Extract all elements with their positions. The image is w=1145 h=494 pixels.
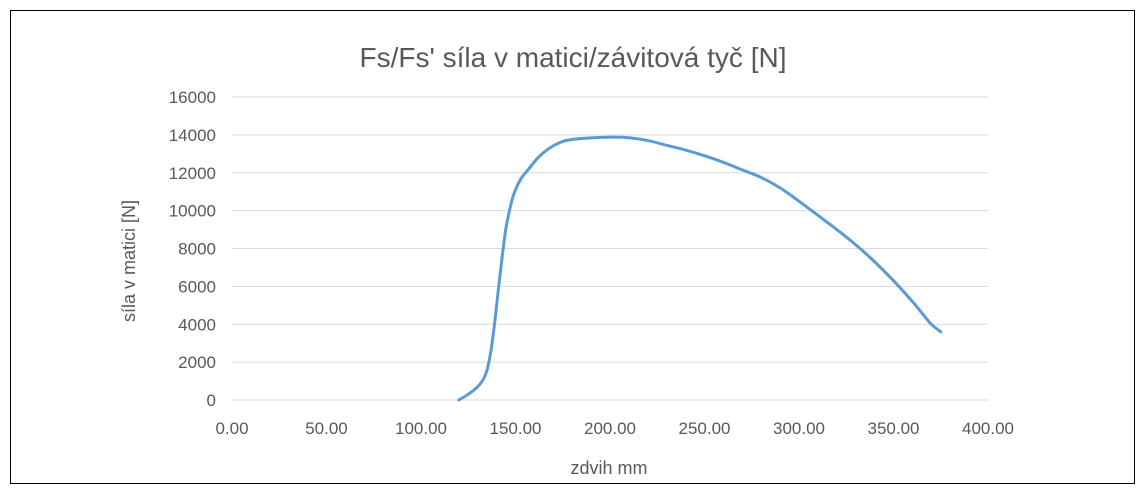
y-tick-labels: 0 2000 4000 6000 8000 10000 12000 14000 16000 (169, 88, 216, 410)
gridlines (232, 96, 988, 401)
x-tick-label: 250.00 (679, 419, 731, 438)
line-chart: Fs/Fs' síla v matici/závitová tyč [N] 0 2… (119, 42, 1014, 478)
x-tick-label: 200.00 (584, 419, 636, 438)
chart-frame: Fs/Fs' síla v matici/závitová tyč [N] 0 2… (10, 10, 1135, 484)
y-tick-label: 12000 (169, 164, 216, 183)
x-tick-label: 100.00 (395, 419, 447, 438)
y-tick-label: 4000 (178, 315, 216, 334)
x-tick-label: 400.00 (962, 419, 1014, 438)
y-tick-label: 16000 (169, 88, 216, 107)
x-tick-label: 0.00 (215, 419, 248, 438)
x-tick-label: 350.00 (868, 419, 920, 438)
chart-title: Fs/Fs' síla v matici/závitová tyč [N] (360, 42, 787, 73)
y-axis-label: síla v matici [N] (119, 200, 139, 322)
x-axis-label: zdvih mm (570, 458, 647, 478)
y-tick-label: 2000 (178, 353, 216, 372)
y-tick-label: 6000 (178, 277, 216, 296)
x-tick-labels: 0.00 50.00 100.00 150.00 200.00 250.00 300.00 3… (215, 419, 1014, 438)
x-tick-label: 300.00 (773, 419, 825, 438)
y-tick-label: 14000 (169, 126, 216, 145)
x-tick-label: 150.00 (490, 419, 542, 438)
series-layer (457, 135, 943, 402)
y-tick-label: 8000 (178, 240, 216, 259)
y-tick-label: 10000 (169, 202, 216, 221)
y-tick-label: 0 (207, 391, 216, 410)
x-tick-label: 50.00 (305, 419, 348, 438)
series-line (457, 135, 943, 402)
